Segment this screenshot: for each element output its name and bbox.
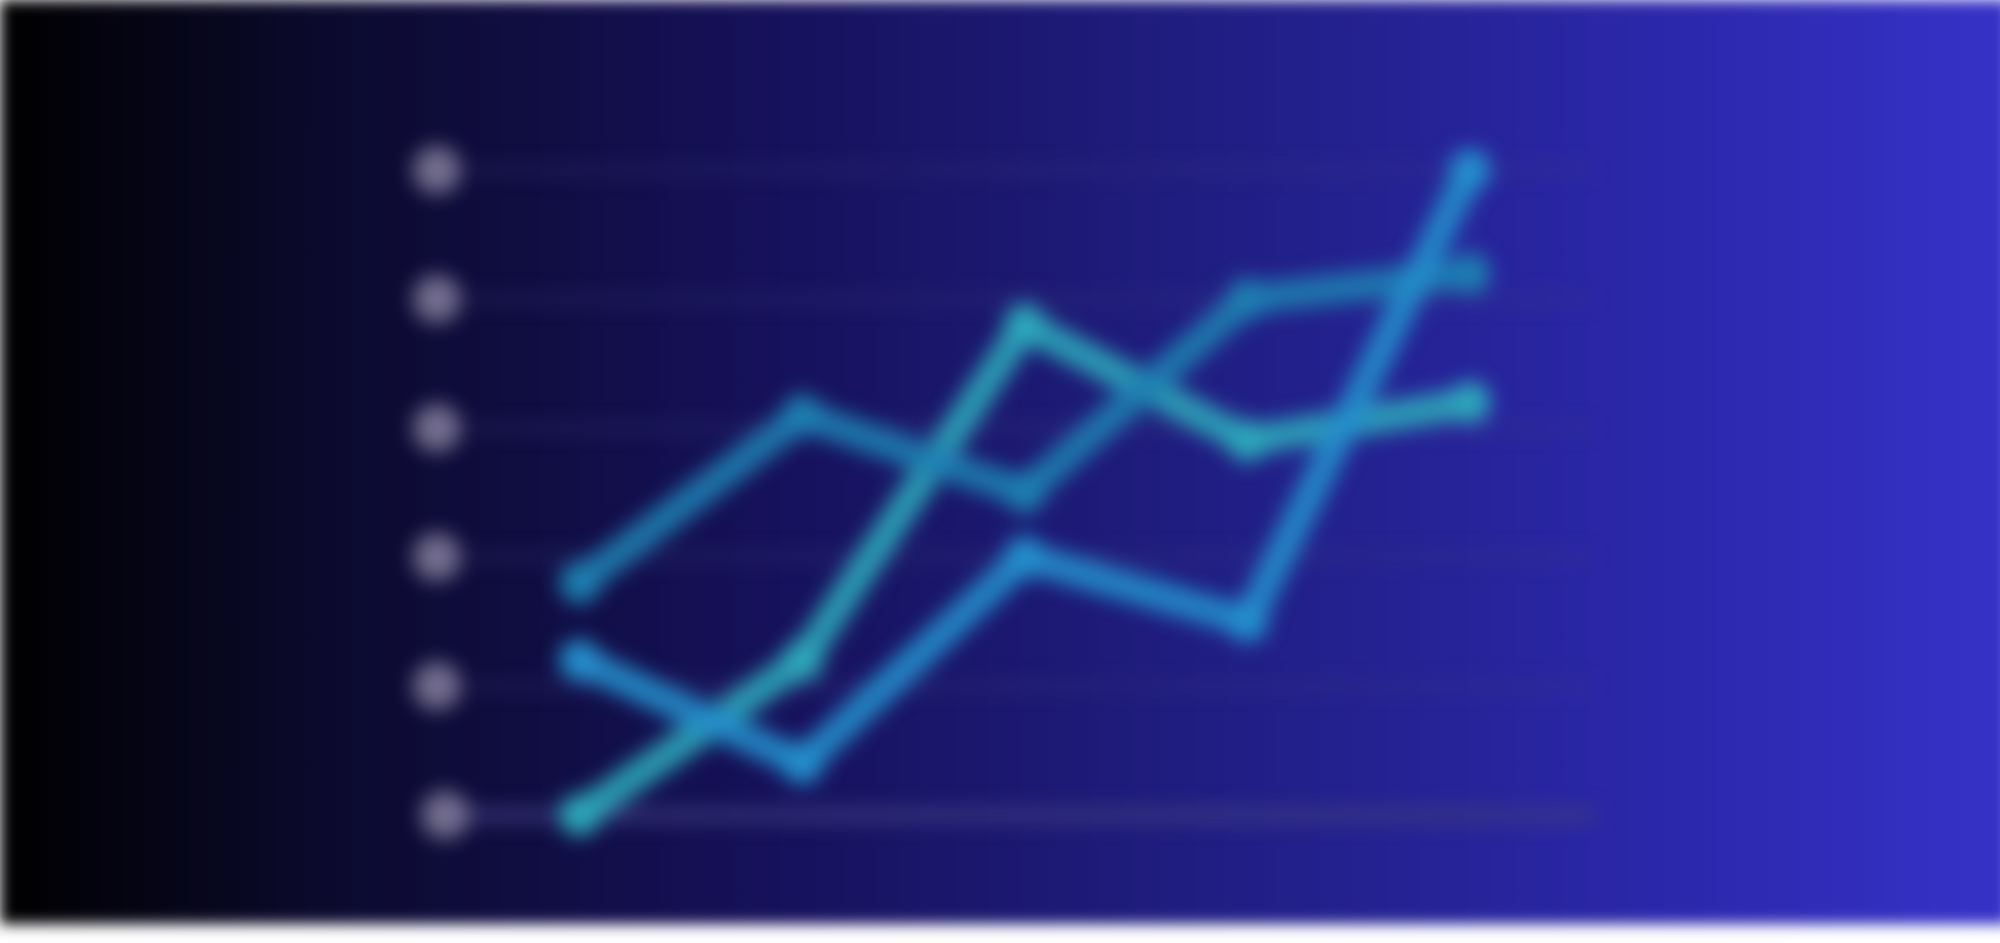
y-tick-marker [421, 791, 469, 839]
data-point [781, 639, 824, 682]
data-point [1226, 278, 1269, 320]
data-point [1004, 536, 1046, 578]
data-point [559, 794, 601, 836]
data-point [1004, 471, 1046, 514]
data-point [1449, 149, 1491, 191]
data-point [1226, 419, 1269, 462]
data-point [1226, 600, 1269, 643]
y-tick-marker [413, 662, 461, 710]
series-lines [559, 149, 1491, 836]
y-tick-marker [413, 275, 461, 323]
data-point [1449, 252, 1491, 295]
y-tick-marker [413, 533, 461, 581]
data-point [1449, 381, 1491, 424]
y-tick-marker [413, 404, 461, 452]
data-point [559, 561, 601, 604]
y-axis-ticks [413, 146, 469, 839]
data-point [781, 742, 824, 785]
y-tick-marker [413, 146, 461, 194]
data-point [781, 394, 824, 437]
data-point [559, 639, 601, 682]
data-point [1004, 303, 1046, 346]
